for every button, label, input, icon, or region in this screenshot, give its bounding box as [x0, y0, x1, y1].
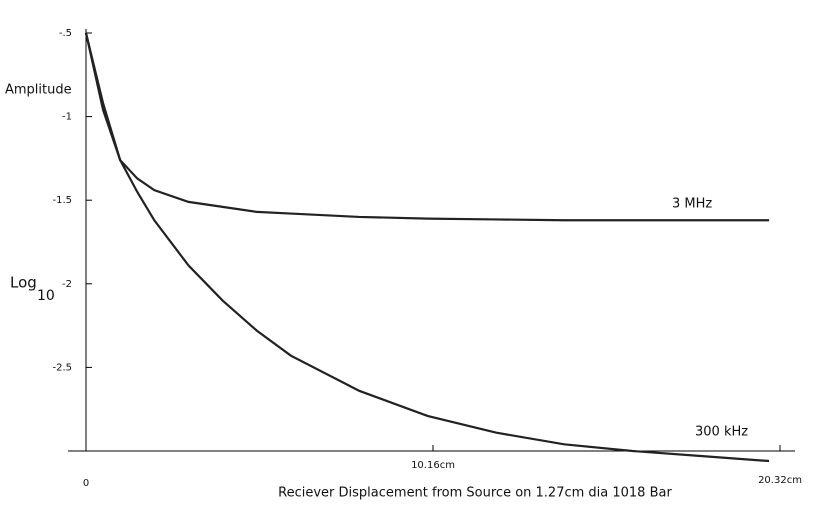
series-label: 3 MHz [672, 197, 712, 212]
x-axis-title: Reciever Displacement from Source on 1.2… [278, 486, 672, 501]
y-tick-label: -2 [62, 279, 72, 290]
series-line [84, 32, 770, 222]
y-axis-subscript: 10 [37, 288, 55, 304]
y-tick-label: -2.5 [52, 362, 72, 373]
x-tick-label: 20.32cm [758, 475, 802, 486]
y-tick-label: -.5 [59, 28, 72, 39]
series-label: 300 kHz [695, 425, 748, 440]
y-axis-title: Amplitude [5, 83, 72, 98]
x-tick-label: 0 [83, 478, 89, 489]
y-tick-label: -1 [62, 112, 72, 123]
y-tick-label: -1.5 [52, 195, 72, 206]
y-axis-title: Log [10, 274, 37, 292]
x-tick-label: 10.16cm [411, 460, 455, 471]
series-line [84, 32, 770, 463]
